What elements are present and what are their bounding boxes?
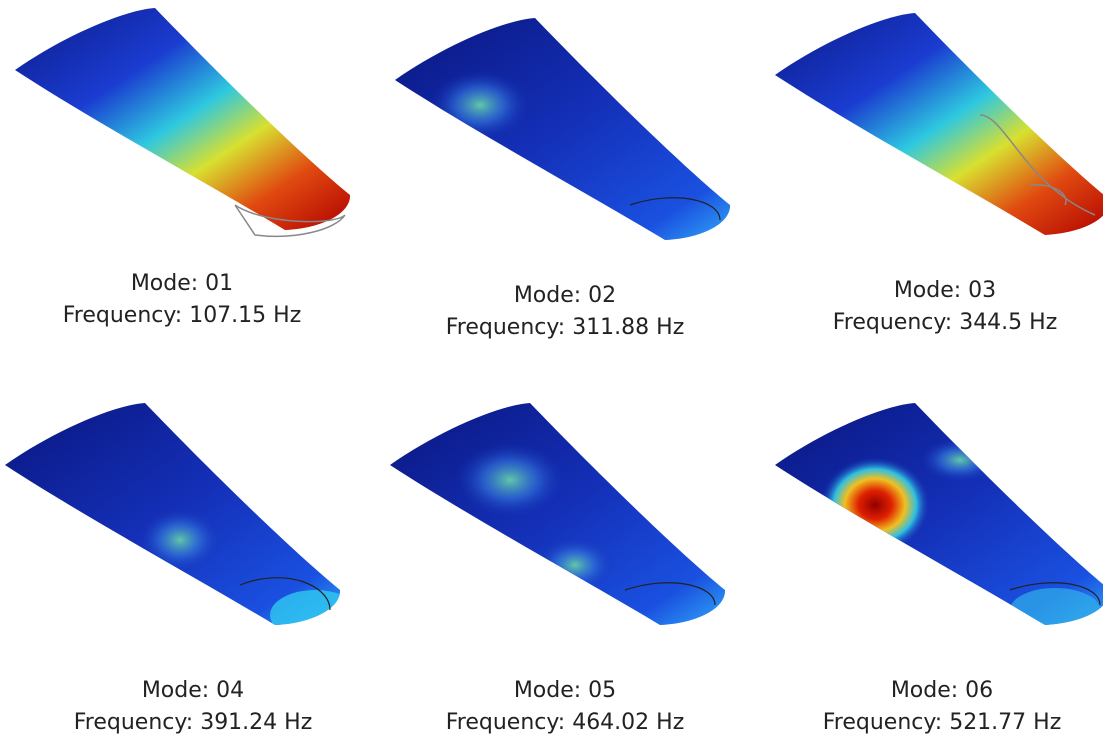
mode-label: Mode: 05: [514, 678, 616, 703]
wing-mode-2: [395, 18, 730, 240]
wing-mode-3: [775, 13, 1103, 235]
frequency-label: Frequency: 521.77 Hz: [823, 710, 1062, 735]
wing-mode-6: [775, 403, 1103, 632]
wing-mode-5: [390, 403, 725, 625]
mode-label: Mode: 03: [894, 278, 996, 303]
frequency-label: Frequency: 344.5 Hz: [833, 310, 1058, 335]
mode-label: Mode: 04: [142, 678, 244, 703]
mode-label: Mode: 06: [891, 678, 993, 703]
figure: Mode: 01 Frequency: 107.15 Hz Mode: 02 F…: [0, 0, 1103, 742]
frequency-label: Frequency: 464.02 Hz: [446, 710, 685, 735]
wing-mode-4: [5, 403, 360, 640]
wing-mode-1: [15, 8, 350, 236]
frequency-label: Frequency: 391.24 Hz: [74, 710, 313, 735]
page: {"panels": [ {"mode": "Mode: 01", "frequ…: [0, 0, 1103, 742]
frequency-label: Frequency: 311.88 Hz: [446, 315, 685, 340]
mode-label: Mode: 02: [514, 283, 616, 308]
frequency-label: Frequency: 107.15 Hz: [63, 303, 302, 328]
mode-label: Mode: 01: [131, 271, 233, 296]
